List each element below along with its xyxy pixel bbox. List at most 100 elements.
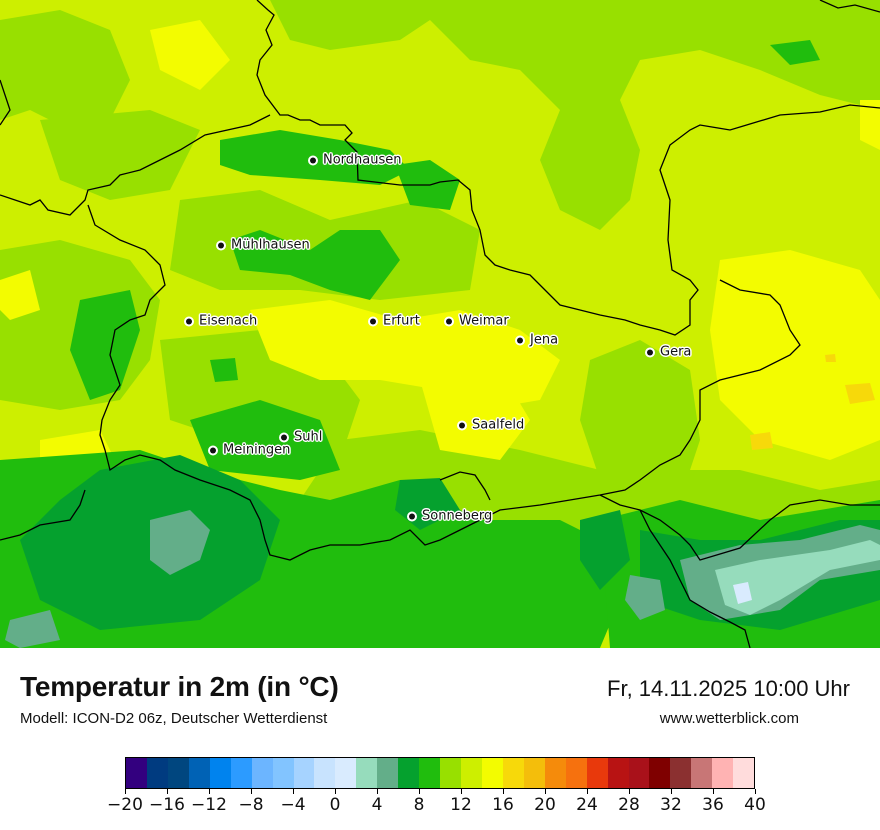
city-dot-icon	[459, 422, 465, 428]
colorbar-segment	[356, 758, 378, 788]
colorbar-segment	[230, 758, 252, 788]
colorbar-segment	[565, 758, 587, 788]
temperature-field	[0, 0, 880, 648]
colorbar-segment	[607, 758, 629, 788]
colorbar-segment	[670, 758, 692, 788]
colorbar-segment	[502, 758, 524, 788]
colorbar-tick-label: −8	[238, 795, 264, 815]
city-dot-icon	[647, 349, 653, 355]
colorbar-tick-label: 4	[371, 795, 383, 815]
colorbar-tick	[334, 789, 336, 794]
colorbar-ticks: −20 −16 −12 −8 −4 0 4 8 12 16 20 24 28 32 36 40	[107, 789, 766, 819]
colorbar-tick	[418, 789, 420, 794]
colorbar-tick-label: 12	[450, 795, 472, 815]
colorbar-tick-label: 28	[618, 795, 640, 815]
city-marker: Erfurt	[370, 314, 420, 329]
colorbar-tick-label: 8	[413, 795, 425, 815]
city-name: Suhl	[294, 429, 323, 445]
colorbar-segment	[188, 758, 210, 788]
city-marker: Saalfeld	[459, 418, 524, 433]
city-name: Saalfeld	[472, 417, 525, 433]
colorbar-tick-label: −20	[107, 795, 143, 815]
temperature-colorbar	[125, 757, 755, 789]
colorbar-tick-label: 32	[660, 795, 682, 815]
colorbar-segment	[293, 758, 315, 788]
colorbar-segment	[377, 758, 399, 788]
colorbar-segment	[314, 758, 336, 788]
city-marker: Gera	[647, 345, 691, 360]
colorbar-tick	[124, 789, 126, 794]
colorbar-tick	[670, 789, 672, 794]
city-name: Gera	[660, 344, 692, 360]
colorbar-tick	[712, 789, 714, 794]
city-name: Weimar	[459, 313, 509, 329]
colorbar-segment	[733, 758, 755, 788]
colorbar-segment	[251, 758, 273, 788]
colorbar-segment	[126, 758, 147, 788]
city-name: Eisenach	[199, 313, 258, 329]
colorbar-segment	[398, 758, 420, 788]
valid-datetime: Fr, 14.11.2025 10:00 Uhr	[607, 676, 850, 701]
colorbar-tick	[250, 789, 252, 794]
city-name: Sonneberg	[422, 508, 493, 524]
colorbar-tick-label: 20	[534, 795, 556, 815]
city-dot-icon	[218, 242, 224, 248]
map-title: Temperatur in 2m (in °C)	[20, 671, 339, 702]
city-dot-icon	[310, 157, 316, 163]
colorbar-tick	[208, 789, 210, 794]
model-source: Modell: ICON-D2 06z, Deutscher Wetterdie…	[20, 710, 328, 727]
temperature-map: Nordhausen Mühlhausen Eisenach Erfurt Weimar…	[0, 0, 880, 648]
city-marker: Meiningen	[210, 443, 290, 458]
colorbar-segment	[523, 758, 545, 788]
colorbar-segment	[461, 758, 482, 788]
colorbar-tick-label: −12	[191, 795, 227, 815]
colorbar-tick	[166, 789, 168, 794]
colorbar-tick	[376, 789, 378, 794]
city-marker: Eisenach	[186, 314, 257, 329]
colorbar-tick	[754, 789, 756, 794]
city-dot-icon	[409, 513, 415, 519]
city-marker: Mühlhausen	[218, 238, 310, 253]
colorbar-tick-label: 36	[702, 795, 724, 815]
city-dot-icon	[281, 434, 287, 440]
colorbar-tick-label: 0	[329, 795, 341, 815]
city-marker: Sonneberg	[409, 509, 492, 524]
colorbar-segment	[481, 758, 503, 788]
colorbar-tick-label: −4	[280, 795, 306, 815]
colorbar-tick	[460, 789, 462, 794]
city-name: Nordhausen	[323, 152, 402, 168]
colorbar-segment	[272, 758, 294, 788]
colorbar-segment	[335, 758, 357, 788]
city-name: Jena	[530, 332, 559, 348]
colorbar-tick-label: 16	[492, 795, 514, 815]
city-marker: Suhl	[281, 430, 322, 445]
colorbar-tick	[544, 789, 546, 794]
colorbar-segment	[146, 758, 168, 788]
city-dot-icon	[370, 318, 376, 324]
colorbar-tick	[502, 789, 504, 794]
city-marker: Jena	[517, 333, 558, 348]
colorbar-segment	[419, 758, 441, 788]
colorbar-tick	[586, 789, 588, 794]
city-name: Meiningen	[223, 442, 291, 458]
website-link[interactable]: www.wetterblick.com	[659, 710, 799, 727]
colorbar-segment	[209, 758, 231, 788]
city-name: Erfurt	[383, 313, 420, 329]
city-dot-icon	[186, 318, 192, 324]
city-dot-icon	[517, 337, 523, 343]
colorbar-tick	[292, 789, 294, 794]
colorbar-segment	[167, 758, 189, 788]
colorbar-segment	[691, 758, 713, 788]
colorbar-segment	[544, 758, 566, 788]
city-dot-icon	[210, 447, 216, 453]
city-marker: Weimar	[446, 314, 509, 329]
colorbar-tick-label: −16	[149, 795, 185, 815]
colorbar-segment	[586, 758, 608, 788]
colorbar-tick-label: 24	[576, 795, 598, 815]
colorbar-segment	[440, 758, 461, 788]
city-dot-icon	[446, 318, 452, 324]
colorbar-segment	[628, 758, 650, 788]
colorbar-segment	[649, 758, 671, 788]
colorbar-tick	[628, 789, 630, 794]
city-marker: Nordhausen	[310, 153, 402, 168]
